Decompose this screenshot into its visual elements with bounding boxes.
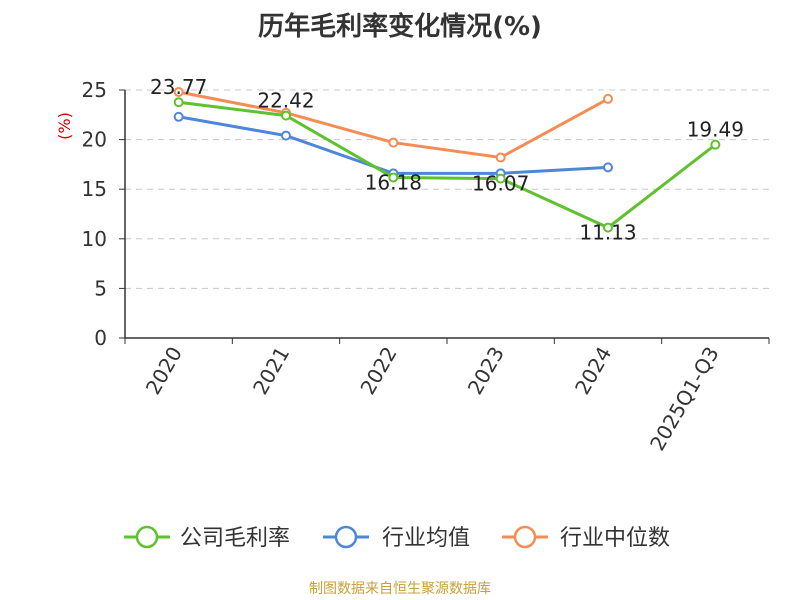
data-point bbox=[173, 97, 184, 108]
legend-label: 行业中位数 bbox=[560, 526, 670, 551]
data-point bbox=[603, 162, 613, 173]
legend-item-0: 公司毛利率 bbox=[124, 525, 290, 551]
chart-title: 历年毛利率变化情况(%) bbox=[258, 12, 542, 42]
y-axis-label: (%) bbox=[55, 112, 74, 140]
y-tick-label: 5 bbox=[94, 276, 107, 300]
legend-marker bbox=[334, 525, 358, 549]
data-label: 16.07 bbox=[472, 172, 529, 196]
data-label: 11.13 bbox=[579, 221, 636, 245]
series-line bbox=[178, 100, 717, 230]
legend-marker bbox=[135, 525, 159, 549]
data-point bbox=[281, 130, 291, 141]
data-point bbox=[603, 93, 613, 104]
data-point bbox=[388, 137, 399, 148]
legend-item-2: 行业中位数 bbox=[502, 525, 670, 551]
y-tick-label: 10 bbox=[82, 227, 107, 251]
x-tick-label: 2022 bbox=[355, 343, 401, 399]
data-label: 23.77 bbox=[150, 75, 207, 99]
x-tick-label: 2020 bbox=[141, 343, 187, 399]
x-tick-label: 2023 bbox=[463, 342, 509, 398]
x-tick-label: 2021 bbox=[248, 343, 294, 399]
series-0 bbox=[173, 97, 721, 233]
data-point bbox=[603, 222, 613, 233]
series-2 bbox=[173, 86, 613, 163]
y-tick-label: 20 bbox=[82, 128, 107, 152]
y-tick-label: 15 bbox=[82, 177, 107, 201]
data-point bbox=[495, 173, 506, 184]
data-point bbox=[495, 152, 506, 163]
data-label: 22.42 bbox=[257, 89, 314, 113]
x-tick-label: 2025Q1-Q3 bbox=[645, 343, 724, 455]
legend-marker bbox=[513, 525, 537, 549]
data-point bbox=[388, 172, 399, 183]
data-source-note: 制图数据来自恒生聚源数据库 bbox=[309, 581, 491, 597]
legend-label: 行业均值 bbox=[382, 526, 470, 551]
y-tick-label: 25 bbox=[82, 78, 107, 102]
data-point bbox=[173, 111, 184, 122]
legend-label: 公司毛利率 bbox=[180, 526, 290, 551]
y-tick-label: 0 bbox=[94, 326, 107, 350]
data-point bbox=[173, 86, 184, 97]
data-label: 19.49 bbox=[687, 118, 744, 142]
data-point bbox=[710, 139, 721, 150]
series-line bbox=[178, 90, 609, 160]
data-label: 16.18 bbox=[365, 170, 422, 194]
legend-item-1: 行业均值 bbox=[323, 525, 470, 551]
x-tick-label: 2024 bbox=[570, 343, 616, 399]
data-point bbox=[281, 110, 291, 121]
